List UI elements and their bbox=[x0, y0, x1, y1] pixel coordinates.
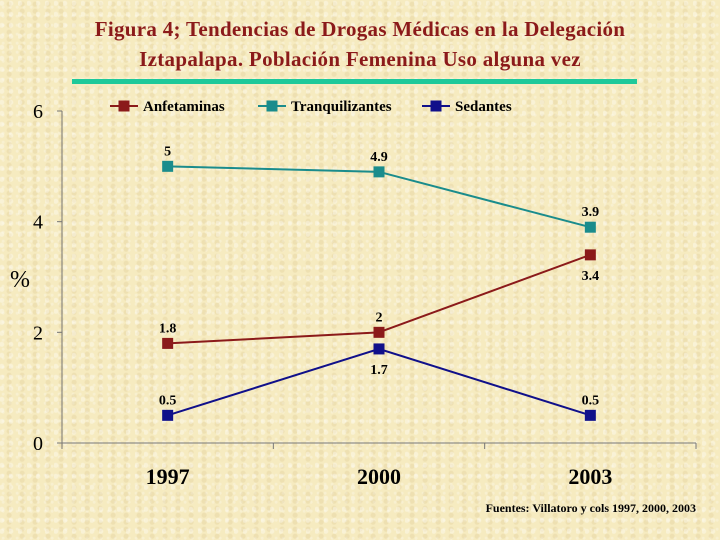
legend-marker-anfetaminas bbox=[118, 100, 130, 112]
y-tick-label: 2 bbox=[33, 322, 43, 344]
data-point-tranquilizantes bbox=[373, 166, 385, 178]
data-label: 3.9 bbox=[582, 205, 600, 220]
legend-label-anfetaminas: Anfetaminas bbox=[143, 99, 225, 115]
series-line-sedantes bbox=[167, 347, 591, 417]
data-point-anfetaminas bbox=[373, 326, 385, 338]
chart-title: Figura 4; Tendencias de Drogas Médicas e… bbox=[0, 14, 720, 74]
x-tick-label: 2000 bbox=[357, 464, 401, 489]
x-tick-label: 2003 bbox=[568, 464, 612, 489]
source-note: Fuentes: Villatoro y cols 1997, 2000, 20… bbox=[485, 501, 696, 515]
data-point-tranquilizantes bbox=[584, 221, 596, 233]
y-tick-label: 0 bbox=[33, 433, 43, 455]
data-label: 1.8 bbox=[159, 321, 177, 336]
legend-marker-sedantes bbox=[430, 100, 442, 112]
legend-label-tranquilizantes: Tranquilizantes bbox=[291, 99, 392, 115]
data-point-sedantes bbox=[162, 409, 174, 421]
data-point-sedantes bbox=[584, 409, 596, 421]
data-point-tranquilizantes bbox=[162, 160, 174, 172]
y-tick-label: 6 bbox=[33, 101, 43, 123]
data-label: 5 bbox=[164, 144, 171, 159]
data-label: 4.9 bbox=[370, 150, 388, 165]
chart-title-line-2: Iztapalapa. Población Femenina Uso algun… bbox=[139, 47, 581, 71]
data-point-anfetaminas bbox=[584, 249, 596, 261]
data-point-anfetaminas bbox=[162, 337, 174, 349]
y-axis-label: % bbox=[10, 267, 30, 293]
chart-title-line-1: Figura 4; Tendencias de Drogas Médicas e… bbox=[94, 17, 626, 41]
data-label: 2 bbox=[376, 310, 383, 325]
legend-marker-tranquilizantes bbox=[266, 100, 278, 112]
x-tick-label: 1997 bbox=[146, 464, 190, 489]
data-label: 0.5 bbox=[582, 393, 600, 408]
data-label: 1.7 bbox=[370, 363, 388, 378]
legend-label-sedantes: Sedantes bbox=[455, 99, 512, 115]
title-underline bbox=[72, 79, 637, 84]
data-label: 0.5 bbox=[159, 393, 177, 408]
data-label: 3.4 bbox=[582, 269, 600, 284]
y-tick-label: 4 bbox=[33, 212, 43, 234]
data-point-sedantes bbox=[373, 343, 385, 355]
